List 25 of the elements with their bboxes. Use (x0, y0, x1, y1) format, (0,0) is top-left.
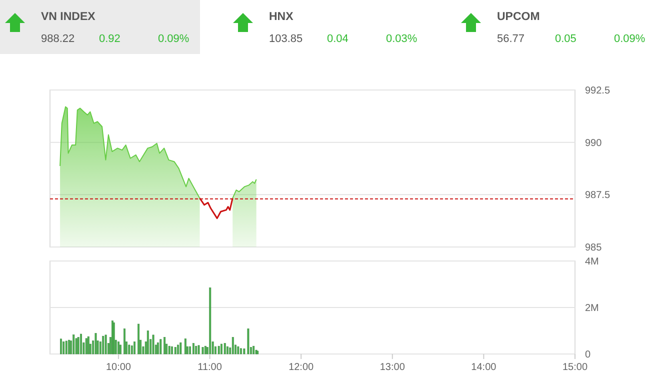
y-tick-label: 2M (585, 303, 599, 314)
y-tick-label: 0 (585, 350, 591, 360)
y-tick-label: 990 (585, 138, 602, 149)
text: 0.05 (555, 33, 576, 45)
x-tick-label: 15:00 (562, 362, 588, 373)
text: 0.09% (614, 33, 646, 45)
x-tick-label: 12:00 (288, 362, 314, 373)
text: UPCOM (497, 11, 540, 23)
x-tick-label: 11:00 (198, 362, 222, 373)
x-tick-label: 14:00 (471, 362, 497, 373)
y-tick-label: 987.5 (585, 190, 610, 202)
x-tick-label: 13:00 (380, 362, 406, 373)
text: HNX (269, 11, 294, 23)
text: 988.22 (41, 33, 75, 45)
text: 0.04 (327, 33, 348, 45)
text: 0.92 (99, 33, 120, 45)
text: 0.09% (158, 33, 190, 45)
text: 56.77 (497, 33, 525, 45)
text: VN INDEX (41, 11, 96, 23)
x-tick-label: 10:00 (106, 362, 132, 373)
y-tick-label: 4M (585, 256, 599, 268)
text: 0.03% (386, 33, 418, 45)
text: 103.85 (269, 33, 303, 45)
y-tick-label: 985 (585, 242, 602, 254)
y-tick-label: 992.5 (585, 86, 610, 96)
